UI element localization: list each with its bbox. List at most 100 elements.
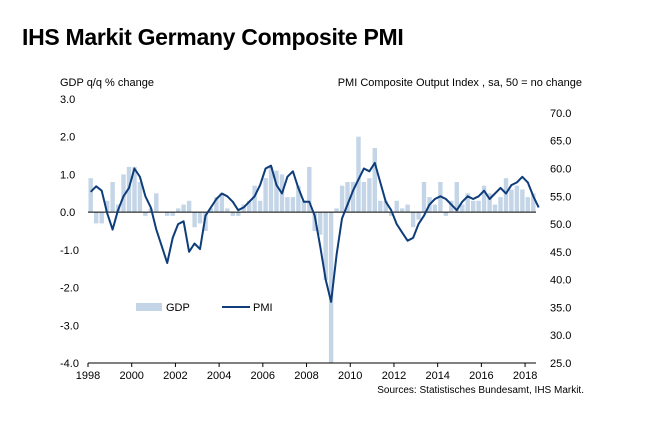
x-axis-ticks: 1998 2000 2002 2004 2006 2008 2010 2012 2014 2016… xyxy=(76,363,537,382)
gdp-bar xyxy=(531,193,536,213)
gdp-bar xyxy=(449,200,454,213)
gdp-bar xyxy=(88,178,93,213)
left-axis-ticks: 3.0 2.0 1.0 0.0 -1.0 -2.0 -3.0 -4.0 xyxy=(60,94,79,370)
gdp-bar xyxy=(492,204,498,213)
gdp-bar xyxy=(361,182,367,213)
right-tick-label: 30.0 xyxy=(550,330,571,342)
gdp-bar xyxy=(394,200,399,213)
gdp-bar xyxy=(268,166,274,213)
gdp-bars xyxy=(88,136,536,363)
right-tick-label: 65.0 xyxy=(550,136,571,148)
x-tick-label: 2008 xyxy=(294,370,318,382)
gdp-bar xyxy=(307,166,312,213)
gdp-bar xyxy=(503,178,509,213)
gdp-bar xyxy=(208,208,214,213)
right-tick-label: 45.0 xyxy=(550,247,571,259)
right-tick-label: 50.0 xyxy=(550,219,571,231)
gdp-bar xyxy=(301,200,306,213)
legend: GDP PMI xyxy=(136,302,273,314)
legend-gdp-swatch xyxy=(136,303,162,311)
gdp-bar xyxy=(498,197,503,213)
left-tick-label: 0.0 xyxy=(60,207,75,219)
gdp-bar xyxy=(290,197,296,213)
x-tick-label: 2018 xyxy=(513,370,537,382)
gdp-bar xyxy=(400,208,405,213)
gdp-bar xyxy=(334,208,339,213)
right-tick-label: 60.0 xyxy=(550,164,571,176)
gdp-bar xyxy=(121,174,126,213)
gdp-bar xyxy=(154,193,159,213)
gdp-bar xyxy=(143,212,148,216)
chart-title: IHS Markit Germany Composite PMI xyxy=(22,24,404,50)
right-tick-label: 25.0 xyxy=(550,358,571,370)
gdp-bar xyxy=(318,212,323,235)
gdp-bar xyxy=(487,193,492,213)
gdp-bar xyxy=(471,200,476,213)
left-tick-label: -2.0 xyxy=(60,283,79,295)
gdp-bar xyxy=(389,212,394,216)
gdp-bar xyxy=(476,200,481,213)
gdp-bar xyxy=(465,193,470,213)
gdp-bar xyxy=(405,204,410,213)
gdp-bar xyxy=(236,212,241,216)
gdp-bar xyxy=(219,193,225,213)
gdp-bar xyxy=(247,200,252,213)
right-tick-label: 55.0 xyxy=(550,191,571,203)
gdp-bar xyxy=(514,185,520,213)
gdp-bar xyxy=(410,212,416,228)
gdp-bar xyxy=(285,197,290,213)
gdp-bar xyxy=(372,148,377,213)
left-tick-label: -4.0 xyxy=(60,358,79,370)
gdp-bar xyxy=(252,185,257,213)
left-tick-label: 1.0 xyxy=(60,169,75,181)
right-tick-label: 35.0 xyxy=(550,302,571,314)
gdp-bar xyxy=(132,166,137,213)
gdp-bar xyxy=(443,212,449,216)
gdp-bar xyxy=(257,200,263,213)
gdp-bar xyxy=(339,185,345,213)
gdp-bar xyxy=(525,197,530,213)
x-tick-label: 2000 xyxy=(119,370,143,382)
left-tick-label: 2.0 xyxy=(60,132,75,144)
right-axis-label: PMI Composite Output Index , sa, 50 = no… xyxy=(337,77,582,89)
gdp-bar xyxy=(460,204,465,213)
gdp-bar xyxy=(421,182,427,213)
left-axis-label: GDP q/q % change xyxy=(60,77,154,89)
gdp-bar xyxy=(170,212,175,216)
left-tick-label: -3.0 xyxy=(60,320,79,332)
x-tick-label: 2002 xyxy=(163,370,187,382)
gdp-bar xyxy=(274,170,279,213)
gdp-bar xyxy=(176,208,181,213)
gdp-bar xyxy=(214,197,219,213)
right-tick-label: 70.0 xyxy=(550,108,571,120)
x-tick-label: 1998 xyxy=(76,370,100,382)
gdp-bar xyxy=(378,200,383,213)
gdp-bar xyxy=(383,200,388,213)
gdp-bar xyxy=(110,182,115,213)
x-tick-label: 2006 xyxy=(251,370,275,382)
gdp-bar xyxy=(345,182,350,213)
right-tick-label: 40.0 xyxy=(550,275,571,287)
gdp-bar xyxy=(481,185,487,213)
legend-pmi-label: PMI xyxy=(253,302,273,314)
gdp-bar xyxy=(225,208,230,213)
gdp-bar xyxy=(328,212,334,363)
gdp-bar xyxy=(356,136,361,213)
left-tick-label: -1.0 xyxy=(60,245,79,257)
gdp-bar xyxy=(181,204,186,213)
gdp-bar xyxy=(416,212,421,220)
gdp-bar xyxy=(99,212,104,224)
gdp-bar xyxy=(192,212,197,228)
gdp-bar xyxy=(186,200,192,213)
gdp-bar xyxy=(230,212,235,216)
gdp-bar xyxy=(350,182,356,213)
pmi-line xyxy=(89,161,540,303)
source-note: Sources: Statistisches Bundesamt, IHS Ma… xyxy=(377,385,584,396)
gdp-bar xyxy=(323,212,328,280)
gdp-bar xyxy=(454,182,459,213)
gdp-bar xyxy=(296,185,301,213)
right-axis-ticks: 70.0 65.0 60.0 55.0 50.0 45.0 40.0 35.0 30.0 25.0 xyxy=(550,108,571,370)
gdp-bar xyxy=(367,178,372,213)
x-tick-label: 2004 xyxy=(207,370,231,382)
gdp-bar xyxy=(137,182,143,213)
